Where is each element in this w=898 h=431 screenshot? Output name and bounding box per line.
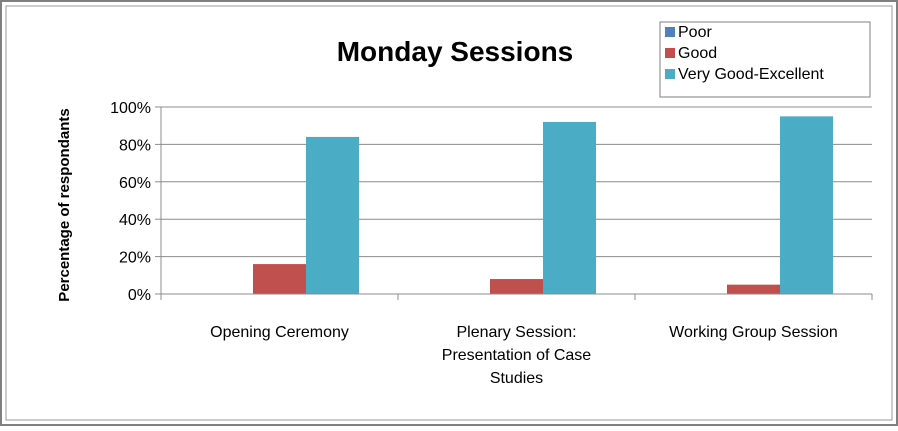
bar [490, 279, 543, 294]
bars [253, 116, 833, 295]
bar [543, 121, 596, 295]
legend-label: Good [678, 45, 717, 62]
inner-border [5, 5, 893, 421]
legend-box [659, 21, 871, 98]
legend-label: Poor [678, 24, 712, 41]
bar [727, 284, 780, 294]
x-tick-label: Working Group Session [669, 324, 838, 341]
y-tick-label: 60% [119, 175, 151, 192]
x-tick-label: Presentation of Case [442, 347, 592, 364]
y-tick-label: 80% [119, 137, 151, 154]
axes: 0% 20% 40% 60% 80% 100% Opening Ceremony Plenar… [110, 100, 873, 387]
x-tick-label: Studies [490, 370, 543, 387]
legend-swatch [665, 48, 675, 58]
chart-title: Monday Sessions [337, 36, 574, 67]
y-tick-label: 100% [110, 100, 151, 117]
x-tick-label: Opening Ceremony [210, 324, 349, 341]
legend-swatch [665, 27, 675, 37]
bar [253, 264, 306, 294]
x-tick-label: Plenary Session: [456, 324, 576, 341]
y-tick-label: 20% [119, 250, 151, 267]
bar [306, 136, 359, 294]
legend: Poor Good Very Good-Excellent [659, 21, 871, 98]
bar [780, 116, 833, 294]
legend-label: Very Good-Excellent [678, 66, 824, 83]
y-tick-label: 0% [128, 287, 151, 304]
gridlines [161, 106, 872, 258]
legend-swatch [665, 69, 675, 79]
y-tick-label: 40% [119, 212, 151, 229]
y-axis-label: Percentage of respondants [56, 108, 73, 301]
